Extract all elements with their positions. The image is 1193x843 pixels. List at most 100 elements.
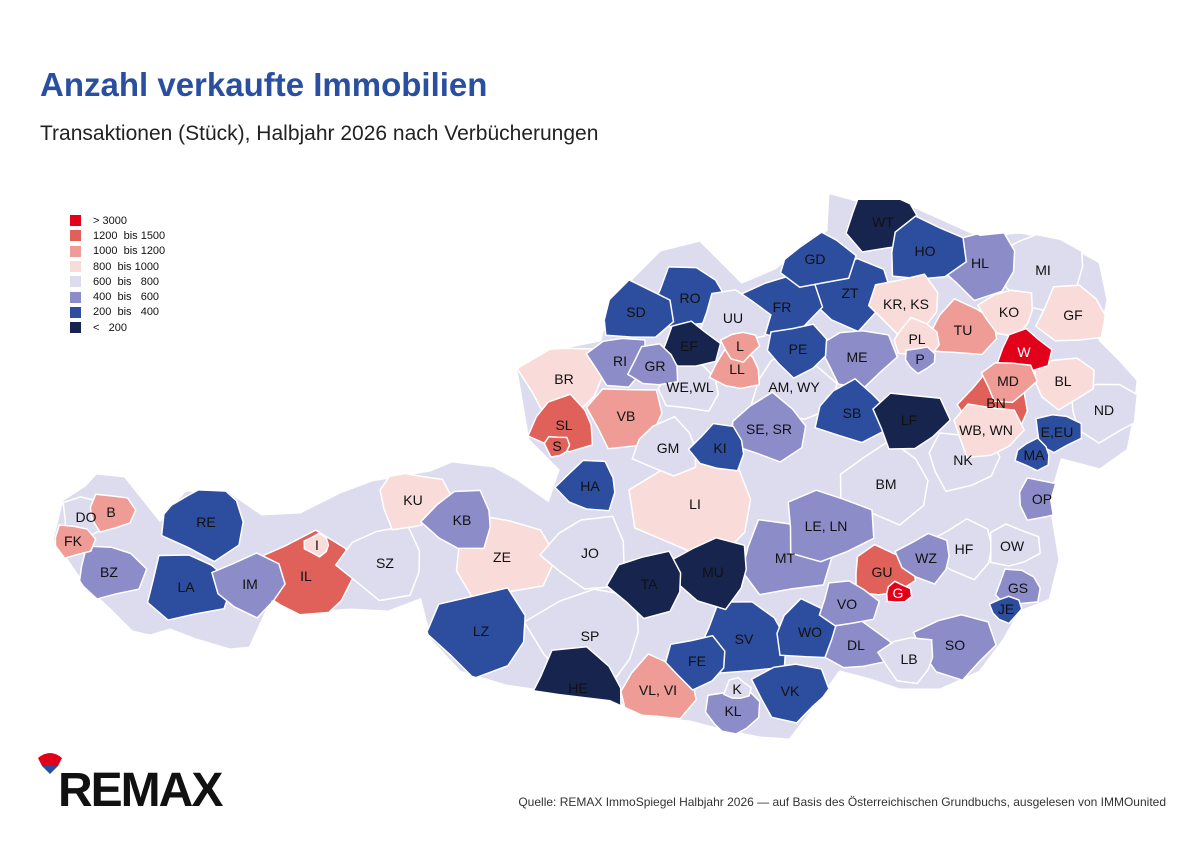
district-label: NK [953,452,973,468]
district-label: MI [1035,262,1051,278]
map-title: Anzahl verkaufte Immobilien [40,66,488,103]
logo-text: REMAX [58,764,223,812]
district-b [89,493,137,533]
district-label: KI [713,440,726,456]
district-e-eu [1035,414,1083,454]
district-label: IL [300,568,312,584]
district-fe [664,634,726,691]
district-lz [425,586,526,680]
district-s [543,435,571,458]
district-gf [1034,284,1106,342]
district-label: MT [775,550,796,566]
district-label: GU [872,564,893,580]
district-label: RO [680,290,701,306]
district-label: VO [837,596,857,612]
district-regions [54,192,1138,739]
district-label: JO [581,545,599,561]
legend-label: 400 bis 600 [93,291,160,304]
district-label: MU [702,564,724,580]
district-label: ZT [841,285,859,301]
district-label: HO [915,243,936,259]
district-label: SB [843,405,862,421]
district-label: B [106,504,115,520]
district-label: HL [971,255,989,271]
district-fk [54,524,97,560]
district-label: LL [729,361,745,377]
district-label: LZ [473,623,490,639]
district-label: SD [626,304,645,320]
district-label: KL [724,703,741,719]
district-kb [419,489,491,550]
district-se-sr [729,391,807,463]
district-kl [704,687,761,739]
district-label: LF [901,412,917,428]
legend-swatch [70,306,81,318]
district-label: LI [689,496,701,512]
district-label: SV [735,631,754,647]
district-label: MD [997,373,1019,389]
district-lf [872,392,952,450]
legend-swatch [70,230,81,242]
district-label: VB [617,408,636,424]
legend-label: 1200 bis 1500 [93,229,166,242]
district-label: MA [1024,447,1046,463]
district-mu [666,537,747,611]
district-label: GF [1063,307,1082,323]
district-label: RI [613,353,627,369]
district-label: W [1017,344,1031,360]
district-label: WB, WN [959,422,1013,438]
district-ow [989,523,1041,567]
balloon-icon [38,753,62,766]
district-bm [839,439,929,526]
map-subtitle: Transaktionen (Stück), Halbjahr 2026 nac… [40,122,599,145]
district-label: EF [680,338,698,354]
district-l [719,331,761,364]
district-label: S [552,438,561,454]
district-label: FE [688,653,706,669]
district-bl [1034,357,1095,411]
legend: > 3000 1200 bis 1500 1000 bis 1200 800 bis … [70,213,165,335]
district-label: WE,WL [666,379,714,395]
legend-swatch [70,215,81,227]
district-label: SE, SR [746,421,792,437]
district-label: SZ [376,555,394,571]
district-sz [334,524,421,602]
district-le-ln [787,489,875,563]
legend-item: < 200 [70,320,165,335]
district-vo [818,580,881,627]
district-label: LE, LN [805,518,848,534]
district-label: LB [900,651,917,667]
district-dl [824,617,892,669]
district-label: BM [876,476,897,492]
legend-label: 600 bis 800 [93,275,160,288]
legend-swatch [70,261,81,273]
district-label: BL [1054,373,1071,389]
district-label: BN [986,395,1005,411]
district-lb [876,636,934,685]
district-label: TA [641,576,659,592]
legend-swatch [70,322,81,334]
district-ko [976,289,1034,338]
legend-label: < 200 [93,321,127,334]
district-label: VL, VI [639,682,677,698]
district-wb-wn [953,403,1026,459]
legend-label: > 3000 [93,214,127,227]
district-label: TU [954,322,973,338]
district-label: PL [908,331,925,347]
district-label: OP [1032,491,1052,507]
district-label: WZ [915,550,937,566]
district-ki [687,422,745,472]
district-label: HA [580,478,600,494]
remax-logo: REMAX [38,753,225,812]
district-label: GD [805,251,826,267]
district-label: BR [554,371,573,387]
district-label: K [732,681,742,697]
district-label: HF [955,541,974,557]
legend-label: 200 bis 400 [93,306,160,319]
legend-item: 600 bis 800 [70,274,165,289]
district-wz [894,532,950,585]
district-label: G [893,585,904,601]
district-label: KU [403,492,422,508]
legend-swatch [70,276,81,288]
